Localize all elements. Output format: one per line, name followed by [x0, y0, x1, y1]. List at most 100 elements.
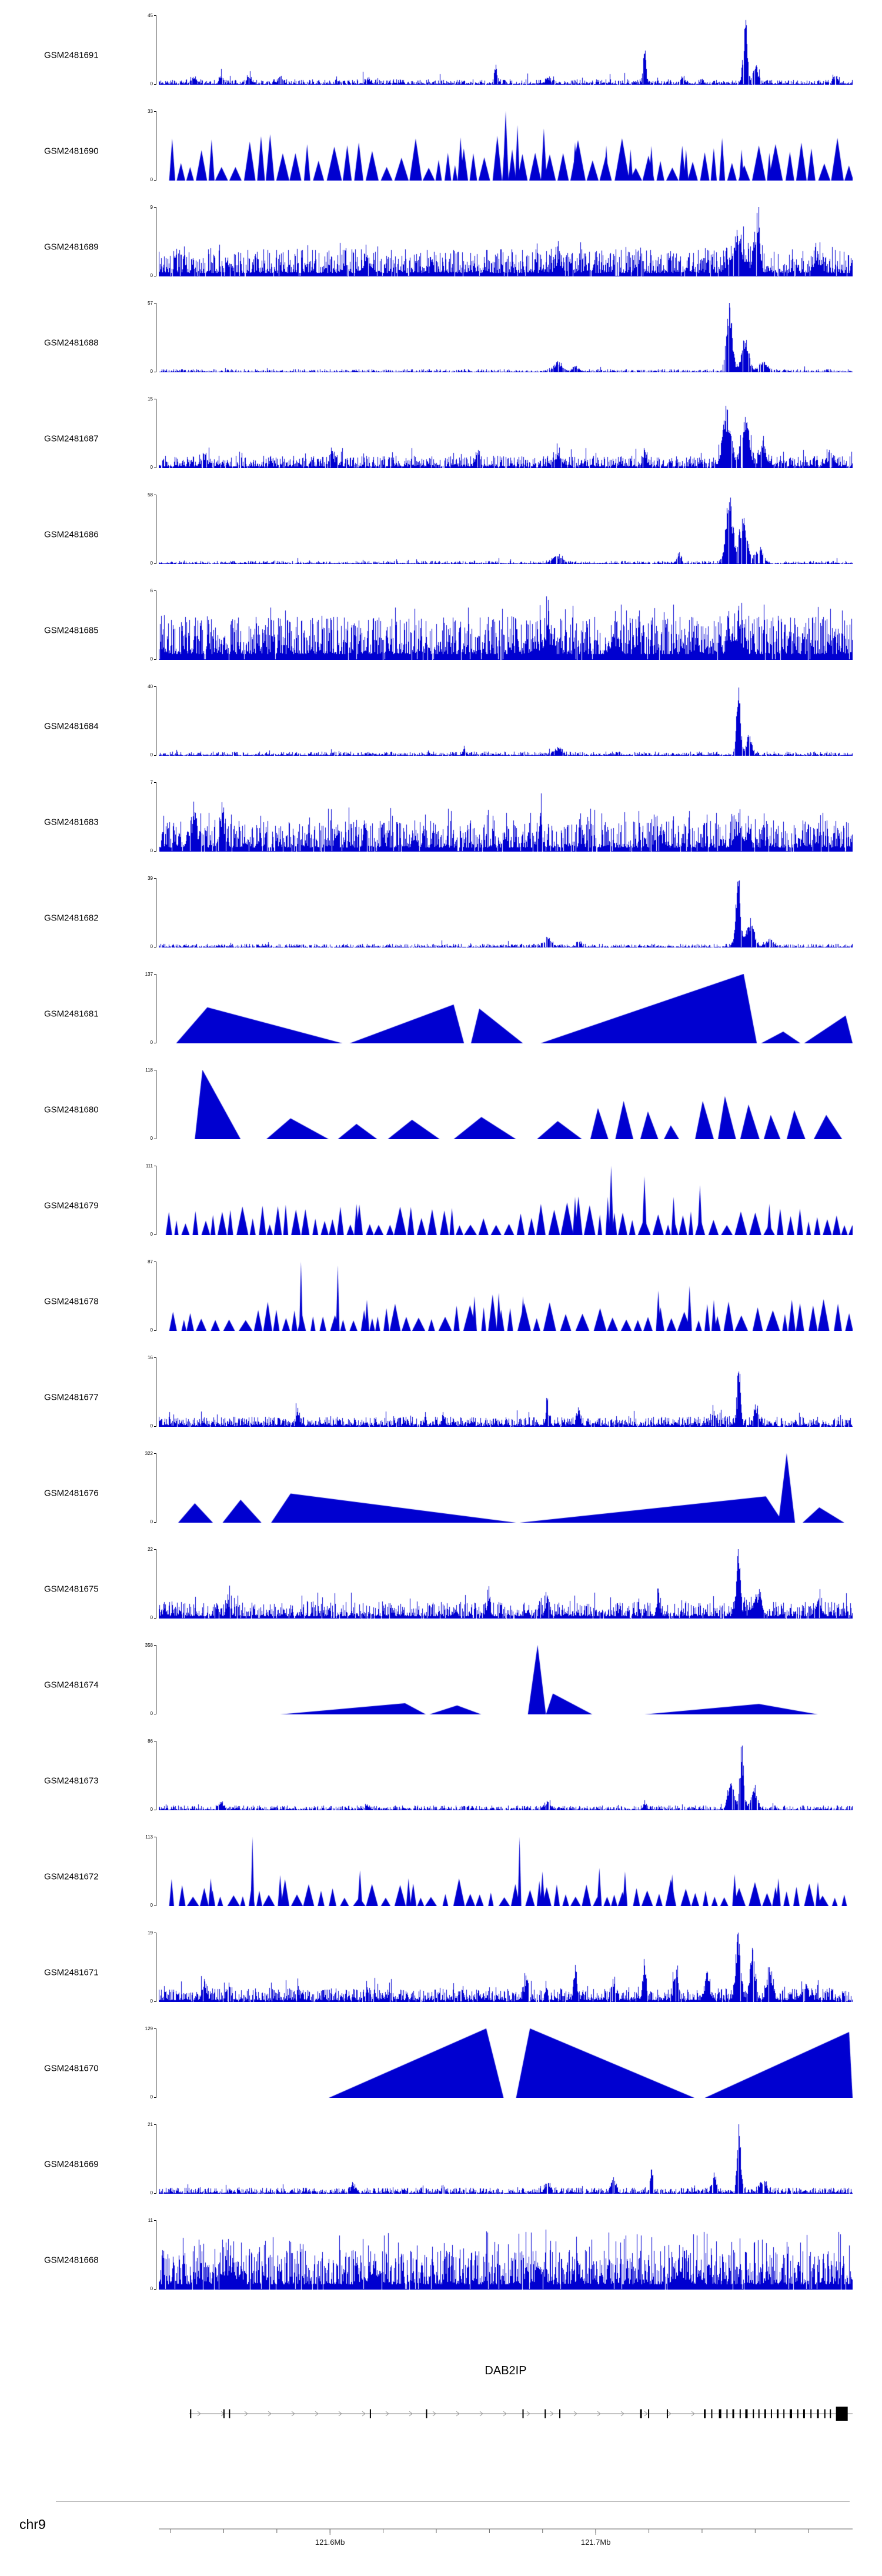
- signal-track-row: GSM2481669 21 0: [0, 2116, 882, 2212]
- exon: [704, 2409, 706, 2418]
- y-axis-top-tick: [154, 590, 156, 591]
- signal-canvas: [159, 15, 853, 85]
- y-axis-bottom-tick: [154, 2193, 156, 2194]
- genome-axis-track: chr9 121.6Mb 121.7Mb: [0, 2443, 882, 2576]
- separator-line: [56, 2501, 850, 2502]
- signal-canvas: [159, 1262, 853, 1331]
- y-axis-bottom-tick: [154, 1426, 156, 1427]
- y-axis-max-label: 40: [148, 684, 153, 689]
- exon: [770, 2409, 772, 2418]
- y-axis-max-label: 19: [148, 1930, 153, 1936]
- track-plot: 33 0: [148, 109, 853, 182]
- track-label: GSM2481669: [44, 2159, 99, 2169]
- strand-arrow-icon: [362, 2411, 366, 2417]
- y-axis-max-label: 6: [150, 588, 153, 593]
- y-axis-zero-label: 0: [150, 2094, 153, 2100]
- signal-track-row: GSM2481687 15 0: [0, 391, 882, 486]
- exon: [229, 2409, 230, 2418]
- track-label: GSM2481688: [44, 338, 99, 348]
- track-plot: 39 0: [148, 876, 853, 949]
- y-axis-top-tick: [154, 15, 156, 16]
- strand-arrow-icon: [338, 2411, 342, 2417]
- signal-track-row: GSM2481674 358 0: [0, 1637, 882, 1733]
- track-plot: 322 0: [145, 1451, 853, 1524]
- y-axis-max-label: 322: [145, 1451, 153, 1456]
- strand-arrow-icon: [503, 2411, 507, 2417]
- y-axis-zero-label: 0: [150, 1998, 153, 2004]
- signal-canvas: [159, 1166, 853, 1235]
- strand-arrow-icon: [550, 2411, 554, 2417]
- signal-track-row: GSM2481688 57 0: [0, 295, 882, 391]
- track-label: GSM2481677: [44, 1392, 99, 1402]
- y-axis-zero-label: 0: [150, 1327, 153, 1333]
- exon: [726, 2409, 728, 2418]
- track-plot: 137 0: [145, 972, 853, 1045]
- y-axis-zero-label: 0: [150, 1615, 153, 1620]
- track-label: GSM2481676: [44, 1488, 99, 1498]
- y-axis-bottom-tick: [154, 1234, 156, 1235]
- track-label: GSM2481691: [44, 50, 99, 60]
- track-plot: 45 0: [148, 14, 853, 86]
- strand-arrow-icon: [620, 2411, 624, 2417]
- signal-canvas: [159, 2028, 853, 2098]
- exon: [648, 2409, 650, 2418]
- signal-canvas: [159, 590, 853, 660]
- signal-canvas: [159, 2124, 853, 2194]
- y-axis-zero-label: 0: [150, 848, 153, 853]
- y-axis-max-label: 137: [145, 972, 153, 977]
- y-axis-zero-label: 0: [150, 177, 153, 182]
- signal-track-row: GSM2481685 6 0: [0, 582, 882, 678]
- y-axis-zero-label: 0: [150, 465, 153, 470]
- strand-arrow-icon: [644, 2411, 648, 2417]
- y-axis-zero-label: 0: [150, 369, 153, 374]
- y-axis-zero-label: 0: [150, 560, 153, 566]
- track-plot: 9 0: [151, 205, 853, 278]
- y-axis-max-label: 22: [148, 1547, 153, 1552]
- y-axis-max-label: 58: [148, 492, 153, 498]
- y-axis-max-label: 16: [148, 1355, 153, 1360]
- strand-arrow-icon: [197, 2411, 201, 2417]
- exon: [559, 2409, 561, 2418]
- signal-canvas: [159, 111, 853, 181]
- signal-canvas: [159, 974, 853, 1043]
- strand-arrow-icon: [268, 2411, 272, 2417]
- y-axis-max-label: 57: [148, 301, 153, 306]
- y-axis-max-label: 86: [148, 1739, 153, 1744]
- y-axis-bottom-tick: [154, 755, 156, 756]
- track-label: GSM2481685: [44, 625, 99, 635]
- signal-track-row: GSM2481682 39 0: [0, 870, 882, 966]
- exon: [640, 2409, 642, 2418]
- track-list: GSM2481691 45 0 GSM2481690 33 0 GSM24816…: [0, 14, 882, 2291]
- signal-track-row: GSM2481680 118 0: [0, 1062, 882, 1157]
- signal-canvas: [159, 1357, 853, 1427]
- terminal-exon-box: [836, 2407, 848, 2421]
- signal-track-row: GSM2481673 86 0: [0, 1733, 882, 1828]
- y-axis-zero-label: 0: [150, 1711, 153, 1716]
- y-axis-zero-label: 0: [150, 1519, 153, 1524]
- track-label: GSM2481682: [44, 913, 99, 923]
- signal-canvas: [159, 303, 853, 372]
- track-plot: 87 0: [148, 1260, 853, 1333]
- strand-arrow-icon: [385, 2411, 389, 2417]
- track-plot: 358 0: [145, 1643, 853, 1716]
- exon: [739, 2409, 741, 2418]
- y-axis-bottom-tick: [154, 180, 156, 181]
- signal-canvas: [159, 1070, 853, 1139]
- axis-coordinate-label: 121.7Mb: [581, 2538, 611, 2547]
- signal-track-row: GSM2481678 87 0: [0, 1253, 882, 1349]
- y-axis-max-label: 21: [148, 2122, 153, 2127]
- strand-arrow-icon: [432, 2411, 436, 2417]
- track-label: GSM2481683: [44, 817, 99, 827]
- signal-canvas: [159, 1645, 853, 1714]
- track-plot: 22 0: [148, 1547, 853, 1620]
- signal-canvas: [159, 686, 853, 756]
- y-axis-max-label: 39: [148, 876, 153, 881]
- exon: [817, 2409, 819, 2418]
- track-plot: 111 0: [146, 1164, 853, 1237]
- track-plot: 15 0: [148, 397, 853, 470]
- signal-canvas: [159, 1453, 853, 1523]
- y-axis-top-tick: [154, 1453, 156, 1454]
- signal-track-row: GSM2481671 19 0: [0, 1924, 882, 2020]
- y-axis-max-label: 45: [148, 13, 153, 18]
